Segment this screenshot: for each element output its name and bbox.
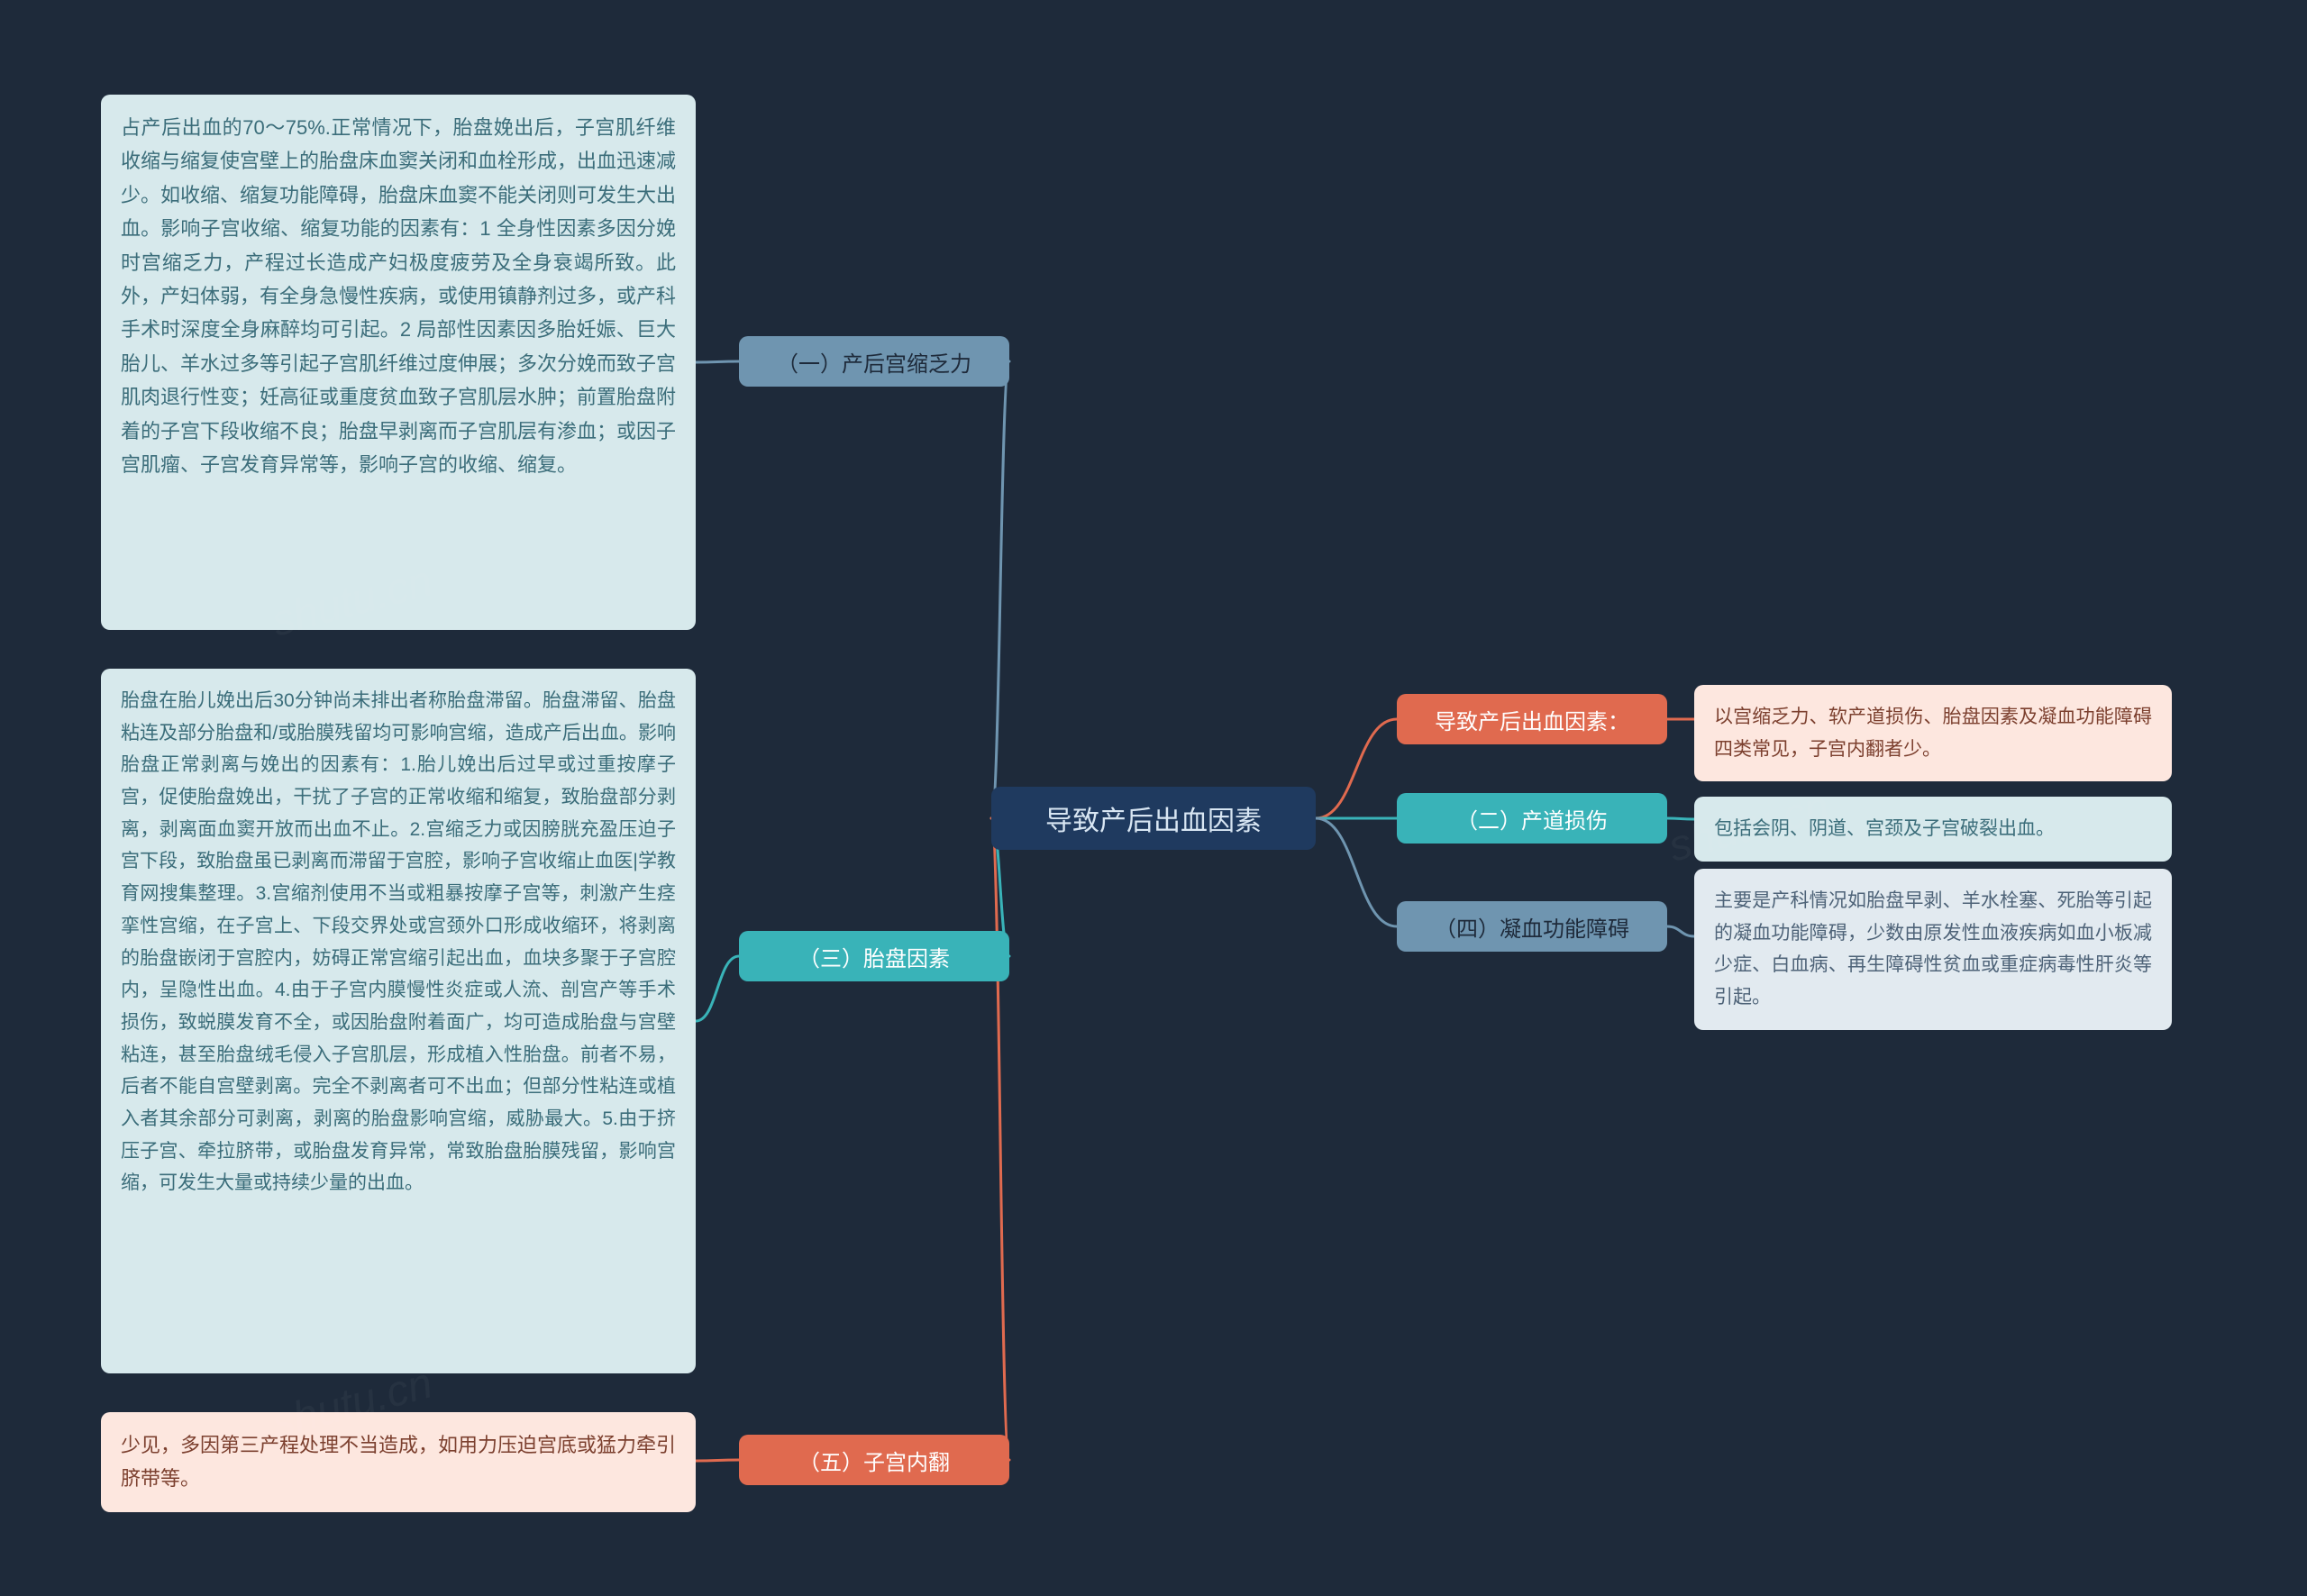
detail-three-text: 胎盘在胎儿娩出后30分钟尚未排出者称胎盘滞留。胎盘滞留、胎盘粘连及部分胎盘和/或… xyxy=(121,690,676,1193)
detail-five: 少见，多因第三产程处理不当造成，如用力压迫宫底或猛力牵引脐带等。 xyxy=(101,1412,696,1512)
node-two[interactable]: （二）产道损伤 xyxy=(1397,793,1667,844)
node-one[interactable]: （一）产后宫缩乏力 xyxy=(739,336,1009,387)
node-two-label: （二）产道损伤 xyxy=(1456,803,1608,834)
detail-one: 占产后出血的70～75%.正常情况下，胎盘娩出后，子宫肌纤维收缩与缩复使宫壁上的… xyxy=(101,95,696,630)
detail-two: 包括会阴、阴道、宫颈及子宫破裂出血。 xyxy=(1694,797,2172,862)
detail-five-text: 少见，多因第三产程处理不当造成，如用力压迫宫底或猛力牵引脐带等。 xyxy=(121,1434,676,1490)
detail-four: 主要是产科情况如胎盘早剥、羊水栓塞、死胎等引起的凝血功能障碍，少数由原发性血液疾… xyxy=(1694,869,2172,1030)
node-summary[interactable]: 导致产后出血因素： xyxy=(1397,694,1667,744)
detail-three: 胎盘在胎儿娩出后30分钟尚未排出者称胎盘滞留。胎盘滞留、胎盘粘连及部分胎盘和/或… xyxy=(101,669,696,1373)
detail-summary-text: 以宫缩乏力、软产道损伤、胎盘因素及凝血功能障碍四类常见，子宫内翻者少。 xyxy=(1714,707,2152,760)
detail-four-text: 主要是产科情况如胎盘早剥、羊水栓塞、死胎等引起的凝血功能障碍，少数由原发性血液疾… xyxy=(1714,890,2152,1008)
node-four-label: （四）凝血功能障碍 xyxy=(1435,911,1629,943)
detail-one-text: 占产后出血的70～75%.正常情况下，胎盘娩出后，子宫肌纤维收缩与缩复使宫壁上的… xyxy=(121,116,676,476)
node-one-label: （一）产后宫缩乏力 xyxy=(777,346,971,378)
node-five[interactable]: （五）子宫内翻 xyxy=(739,1435,1009,1485)
node-five-label: （五）子宫内翻 xyxy=(798,1445,950,1476)
root-label: 导致产后出血因素 xyxy=(1045,798,1262,838)
detail-two-text: 包括会阴、阴道、宫颈及子宫破裂出血。 xyxy=(1714,818,2055,839)
node-summary-label: 导致产后出血因素： xyxy=(1435,704,1629,735)
node-three-label: （三）胎盘因素 xyxy=(798,941,950,972)
root-node[interactable]: 导致产后出血因素 xyxy=(991,787,1316,850)
node-four[interactable]: （四）凝血功能障碍 xyxy=(1397,901,1667,952)
node-three[interactable]: （三）胎盘因素 xyxy=(739,931,1009,981)
detail-summary: 以宫缩乏力、软产道损伤、胎盘因素及凝血功能障碍四类常见，子宫内翻者少。 xyxy=(1694,685,2172,781)
